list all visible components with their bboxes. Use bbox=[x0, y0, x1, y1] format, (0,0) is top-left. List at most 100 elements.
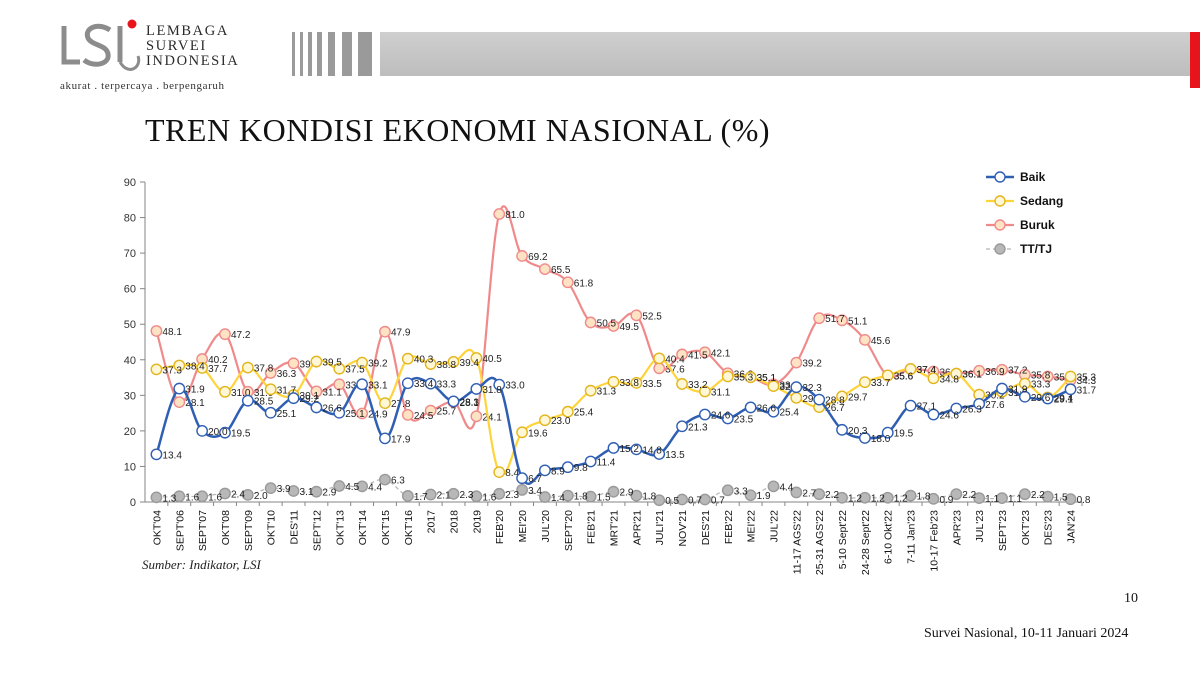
data-label-sedang: 39.5 bbox=[322, 358, 342, 369]
data-point-baik bbox=[1018, 390, 1031, 403]
data-point-tt-tj bbox=[401, 490, 414, 502]
legend-label-sedang: Sedang bbox=[1020, 194, 1063, 208]
data-label-tt-tj: 1.4 bbox=[551, 493, 565, 504]
data-point-buruk bbox=[379, 325, 391, 338]
survey-label: Survei Nasional, 10-11 Januari 2024 bbox=[924, 626, 1129, 641]
data-point-baik bbox=[973, 397, 986, 410]
data-point-baik bbox=[401, 377, 414, 390]
data-label-buruk: 41.5 bbox=[688, 350, 708, 361]
data-point-sedang bbox=[904, 363, 917, 375]
data-label-buruk: 35.3 bbox=[1054, 372, 1074, 383]
x-tick-label: APR'21 bbox=[631, 510, 643, 545]
x-tick-label: OKT'08 bbox=[220, 510, 232, 545]
x-tick-label: DES'11 bbox=[289, 510, 301, 545]
x-tick-label: DES'23 bbox=[1043, 510, 1055, 545]
data-point-tt-tj bbox=[927, 492, 940, 505]
data-label-baik: 33.0 bbox=[505, 381, 525, 392]
y-tick-label: 90 bbox=[124, 177, 136, 189]
data-label-baik: 31.9 bbox=[1008, 385, 1028, 396]
data-label-tt-tj: 2.9 bbox=[322, 488, 336, 499]
data-point-buruk bbox=[539, 263, 551, 276]
data-label-baik: 11.4 bbox=[597, 457, 616, 468]
header-stripe bbox=[300, 32, 303, 76]
data-label-baik: 28.5 bbox=[254, 397, 274, 408]
x-tick-label: 7-11 Jan'23 bbox=[906, 510, 918, 564]
data-label-baik: 23.5 bbox=[734, 414, 754, 425]
data-point-tt-tj bbox=[813, 488, 826, 501]
data-label-baik: 14.8 bbox=[642, 445, 662, 456]
data-label-sedang: 30.2 bbox=[985, 391, 1005, 402]
data-label-baik: 25.1 bbox=[277, 409, 297, 420]
data-label-baik: 24.6 bbox=[939, 411, 959, 422]
data-label-buruk: 28.1 bbox=[185, 398, 205, 409]
data-label-tt-tj: 2.9 bbox=[620, 488, 634, 499]
data-label-buruk: 35.8 bbox=[1031, 371, 1051, 382]
data-label-tt-tj: 1.2 bbox=[871, 494, 885, 505]
data-point-sedang bbox=[219, 385, 231, 398]
data-point-buruk bbox=[287, 357, 300, 370]
x-tick-label: JUL'23 bbox=[974, 510, 986, 543]
data-point-baik bbox=[333, 406, 346, 419]
data-label-sedang: 33.3 bbox=[1031, 380, 1051, 391]
data-label-sedang: 8.4 bbox=[505, 468, 519, 479]
data-label-tt-tj: 4.5 bbox=[345, 482, 359, 493]
data-point-baik bbox=[790, 381, 803, 394]
data-point-tt-tj bbox=[836, 491, 848, 504]
x-tick-label: SEPT'06 bbox=[174, 510, 186, 551]
data-point-baik bbox=[241, 394, 254, 407]
data-label-tt-tj: 2.7 bbox=[802, 488, 816, 499]
data-label-buruk: 36.9 bbox=[985, 367, 1005, 378]
data-point-baik bbox=[996, 382, 1008, 395]
data-point-baik bbox=[264, 406, 277, 419]
data-label-sedang: 35.3 bbox=[1077, 372, 1097, 383]
data-label-baik: 26.6 bbox=[322, 403, 342, 414]
data-point-buruk bbox=[310, 385, 323, 398]
data-label-sedang: 32.6 bbox=[779, 382, 799, 393]
data-label-buruk: 39.2 bbox=[802, 359, 822, 370]
data-label-tt-tj: 2.4 bbox=[231, 489, 245, 500]
data-label-sedang: 39.4 bbox=[460, 358, 480, 369]
data-label-sedang: 33.2 bbox=[688, 380, 708, 391]
x-tick-label: 25-31 AGS'22 bbox=[814, 510, 826, 575]
data-point-tt-tj bbox=[1064, 493, 1077, 506]
data-label-baik: 25.4 bbox=[779, 408, 799, 419]
source-note: Sumber: Indikator, LSI bbox=[142, 557, 261, 572]
x-tick-label: MEI'22 bbox=[746, 510, 758, 543]
x-tick-label: OKT'23 bbox=[1020, 510, 1032, 545]
data-point-tt-tj bbox=[699, 493, 711, 506]
data-label-sedang: 30.1 bbox=[300, 391, 320, 402]
data-label-tt-tj: 2.2 bbox=[962, 490, 976, 501]
data-label-tt-tj: 1.1 bbox=[985, 494, 999, 505]
lsi-logo-icon bbox=[61, 19, 141, 71]
data-point-buruk bbox=[1041, 370, 1054, 383]
y-tick-label: 30 bbox=[124, 390, 136, 402]
data-label-sedang: 27.8 bbox=[391, 399, 411, 410]
data-point-sedang bbox=[150, 363, 163, 376]
data-point-baik bbox=[561, 461, 574, 474]
header-bar bbox=[292, 32, 1190, 76]
x-tick-label: OKT'15 bbox=[380, 510, 392, 545]
data-label-sedang: 31.0 bbox=[231, 388, 251, 399]
data-point-sedang bbox=[356, 356, 369, 369]
data-label-sedang: 40.5 bbox=[482, 354, 502, 365]
data-label-buruk: 47.2 bbox=[231, 330, 251, 341]
data-point-buruk bbox=[493, 208, 506, 220]
data-label-buruk: 69.2 bbox=[528, 252, 548, 263]
data-label-tt-tj: 3.9 bbox=[277, 484, 291, 495]
data-label-buruk: 42.1 bbox=[711, 348, 731, 359]
data-point-baik bbox=[470, 383, 483, 395]
data-point-baik bbox=[493, 378, 506, 391]
data-label-sedang: 38.8 bbox=[437, 360, 457, 371]
data-point-tt-tj bbox=[447, 487, 460, 500]
x-tick-label: FEB'20 bbox=[494, 510, 506, 544]
header-stripe bbox=[317, 32, 322, 76]
data-label-buruk: 39.0 bbox=[300, 359, 320, 370]
data-label-baik: 19.5 bbox=[894, 429, 914, 440]
data-point-tt-tj bbox=[1018, 488, 1031, 501]
data-label-sedang: 37.3 bbox=[162, 365, 182, 376]
y-tick-label: 80 bbox=[124, 213, 136, 225]
data-label-sedang: 31.7 bbox=[277, 385, 297, 396]
data-label-buruk: 51.7 bbox=[825, 314, 845, 325]
data-label-sedang: 37.4 bbox=[917, 365, 937, 376]
data-label-buruk: 34.3 bbox=[1077, 376, 1097, 387]
